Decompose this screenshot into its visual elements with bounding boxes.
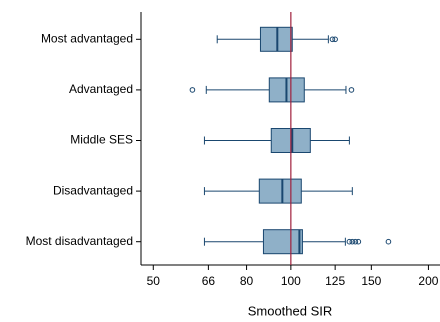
outlier xyxy=(352,238,359,245)
x-tick-label: 80 xyxy=(240,274,254,288)
box xyxy=(258,178,302,204)
outlier xyxy=(348,87,355,93)
x-tick-label: 150 xyxy=(361,274,381,288)
outlier xyxy=(346,238,353,245)
x-tick-label: 50 xyxy=(147,274,161,288)
x-axis-title: Smoothed SIR xyxy=(248,303,333,318)
x-tick-label: 125 xyxy=(325,274,345,288)
y-tick-label: Most advantaged xyxy=(41,31,133,45)
outlier xyxy=(349,238,356,245)
x-tick-label: 100 xyxy=(281,274,301,288)
outlier xyxy=(385,238,392,245)
x-tick-label: 66 xyxy=(202,274,216,288)
outlier xyxy=(355,238,362,245)
x-tick-label: 200 xyxy=(418,274,438,288)
y-tick-label: Advantaged xyxy=(69,82,133,96)
y-tick-label: Middle SES xyxy=(70,133,133,147)
outlier xyxy=(332,36,338,43)
outlier xyxy=(189,87,196,93)
y-tick-label: Most disadvantaged xyxy=(26,234,133,248)
box xyxy=(262,229,303,255)
outlier xyxy=(329,36,336,43)
y-tick-label: Disadvantaged xyxy=(53,183,133,197)
